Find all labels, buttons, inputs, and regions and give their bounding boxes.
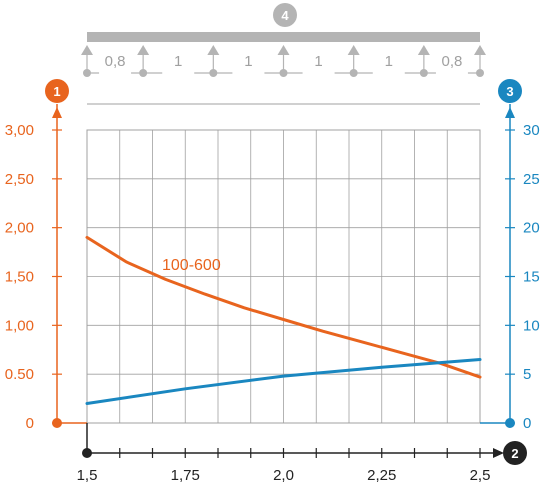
span-label: 0,8 (105, 53, 126, 70)
right-tick-label: 0 (523, 415, 531, 432)
left-tick-label: 1,50 (5, 269, 34, 286)
left-axis: 1 0 0.50 1,00 1,50 2,00 2,50 3,00 (5, 79, 87, 432)
x-axis-origin-dot (82, 448, 92, 458)
x-tick-label: 1,5 (77, 467, 98, 484)
plot-grid (87, 130, 480, 423)
x-axis-arrow-icon (493, 448, 504, 458)
support-marker-label: 4 (281, 8, 289, 23)
right-tick-label: 20 (523, 220, 540, 237)
left-axis-marker-circle (45, 79, 69, 103)
span-label-bg (302, 63, 335, 81)
x-tick-label: 1,75 (171, 467, 200, 484)
span-label-bg (99, 63, 132, 81)
right-axis-arrow-icon (505, 107, 515, 118)
x-axis-ticks: 1,5 1,75 2,0 2,25 2,5 (77, 448, 491, 484)
support-diagram: 4 0,8 1 1 1 1 0,8 (81, 3, 486, 105)
support-triangle-icon (207, 45, 220, 55)
right-tick-label: 5 (523, 366, 531, 383)
span-label: 1 (314, 53, 322, 70)
support-triangle-icon (417, 45, 430, 55)
left-tick-label: 2,00 (5, 220, 34, 237)
x-tick-label: 2,0 (273, 467, 294, 484)
left-tick-label: 0 (26, 415, 34, 432)
right-tick-label: 15 (523, 269, 540, 286)
x-tick-label: 2,5 (470, 467, 491, 484)
left-tick-label: 3,00 (5, 122, 34, 139)
x-axis-marker-label: 2 (511, 446, 518, 461)
left-tick-label: 1,00 (5, 317, 34, 334)
support-spans: 0,8 1 1 1 1 0,8 (81, 45, 486, 81)
right-axis-ticks: 0 5 10 15 20 25 30 (505, 122, 540, 432)
support-triangle-icon (474, 45, 486, 55)
span-label-bg (162, 63, 195, 81)
support-marker-circle (273, 3, 297, 27)
left-tick-label: 2,50 (5, 171, 34, 188)
span-label-bg (372, 63, 405, 81)
support-triangle-icon (81, 45, 93, 55)
support-triangle-icon (347, 45, 360, 55)
x-axis: 2 1,5 1,75 2,0 2,25 2,5 (77, 423, 527, 484)
x-tick-label: 2,25 (367, 467, 396, 484)
series-line-2 (85, 358, 482, 405)
left-tick-label: 0.50 (5, 366, 34, 383)
series-label: 100-600 (162, 257, 221, 274)
support-triangle-icon (277, 45, 290, 55)
span-label: 0,8 (441, 53, 462, 70)
right-axis-marker-label: 3 (506, 84, 513, 99)
series-line-1 (85, 235, 482, 379)
span-label: 1 (174, 53, 182, 70)
plot-frame (86, 129, 481, 424)
span-label: 1 (244, 53, 252, 70)
left-axis-marker-label: 1 (53, 84, 60, 99)
span-label-bg (232, 63, 265, 81)
right-tick-label: 10 (523, 317, 540, 334)
right-tick-label: 25 (523, 171, 540, 188)
span-label-bg (435, 63, 468, 81)
right-tick-label: 30 (523, 122, 540, 139)
left-axis-ticks: 0 0.50 1,00 1,50 2,00 2,50 3,00 (5, 122, 62, 432)
series-layer: 100-600 (85, 235, 482, 405)
x-axis-marker-circle (503, 441, 527, 465)
support-triangle-icon (137, 45, 150, 55)
right-axis-marker-circle (498, 79, 522, 103)
left-axis-arrow-icon (52, 107, 62, 118)
span-label: 1 (385, 53, 393, 70)
right-axis: 3 0 5 10 15 20 25 30 (480, 79, 540, 432)
support-beam (87, 32, 480, 42)
